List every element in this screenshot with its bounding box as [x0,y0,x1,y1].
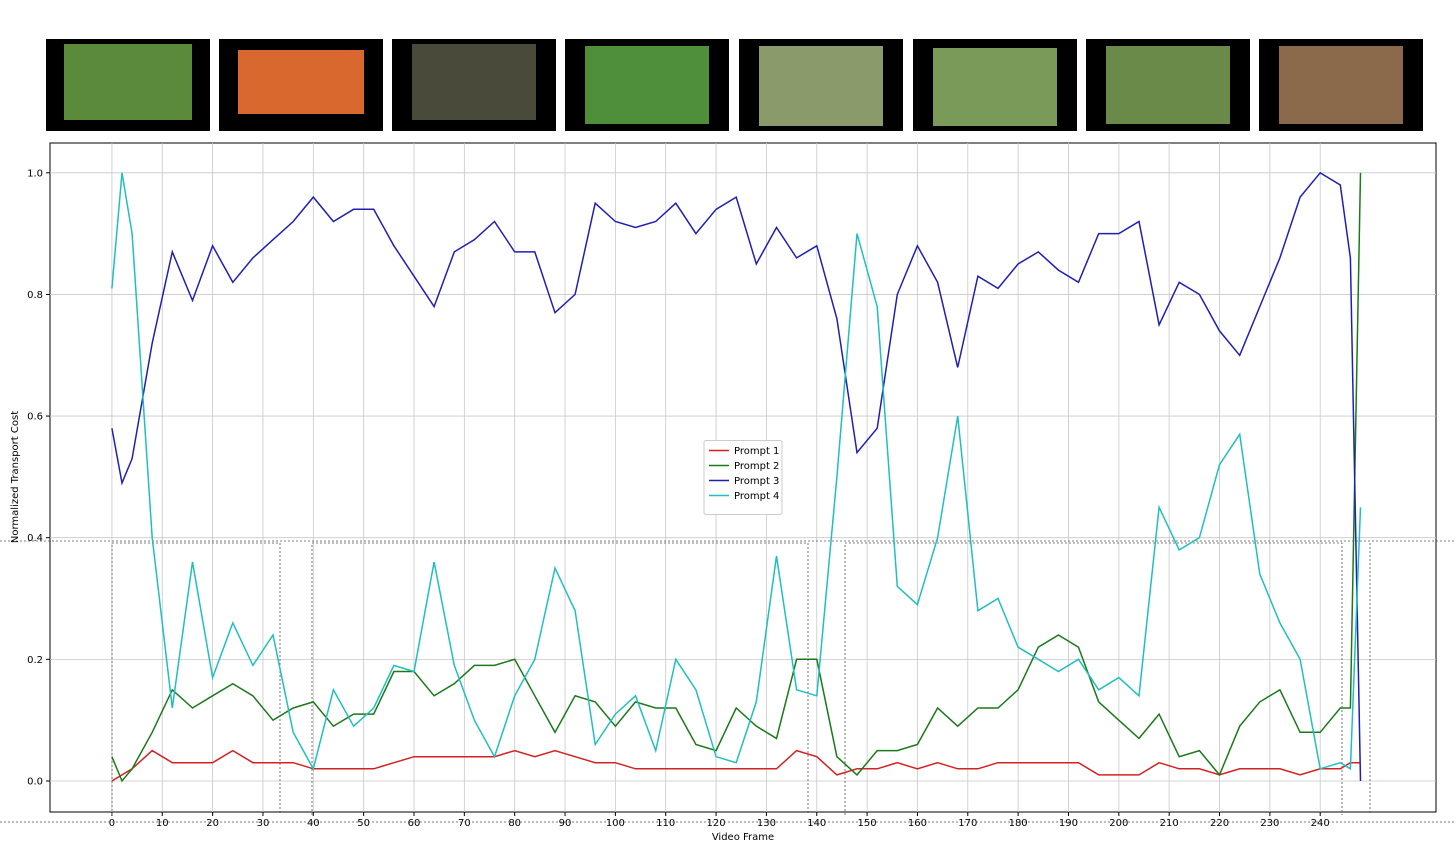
series-line [111,171,1362,782]
x-tick-label: 100 [606,818,625,829]
x-tick-label: 50 [357,818,370,829]
x-axis-label: Video Frame [712,832,774,843]
x-tick-label: 120 [707,818,726,829]
x-tick-label: 220 [1210,818,1229,829]
y-tick-label: 0.4 [27,533,43,544]
x-tick-label: 210 [1160,818,1179,829]
series-line [111,172,1362,771]
plot-frame [49,142,1437,813]
series-line [111,172,1362,783]
x-tick-label: 90 [559,818,572,829]
grid: 0 10 20 30 40 50 60 70 80 90 100 110 120 130 140 150 160… [27,143,1436,829]
legend-label: Prompt 1 [734,446,779,457]
lines [111,171,1362,783]
x-tick-label: 150 [858,818,877,829]
legend-label: Prompt 3 [734,476,779,487]
x-tick-label: 170 [958,818,977,829]
x-tick-label: 110 [656,818,675,829]
x-tick-label: 80 [508,818,521,829]
y-tick-label: 0.6 [27,412,43,423]
thumbnails [46,39,1423,131]
annotation-boxes [0,540,1456,823]
x-tick-label: 60 [408,818,421,829]
x-tick-label: 0 [109,818,115,829]
y-tick-label: 0.0 [27,776,43,787]
x-tick-label: 140 [807,818,826,829]
x-tick-label: 190 [1059,818,1078,829]
legend-label: Prompt 2 [734,461,779,472]
x-tick-label: 160 [908,818,927,829]
x-tick-label: 20 [206,818,219,829]
legend: Prompt 1 Prompt 2 Prompt 3 Prompt 4 [703,440,783,515]
x-tick-label: 30 [257,818,270,829]
series-line [111,749,1361,782]
x-tick-label: 240 [1311,818,1330,829]
y-axis-label: Normalized Transport Cost [10,411,21,543]
y-tick-label: 0.8 [27,290,43,301]
x-tick-label: 200 [1109,818,1128,829]
x-tick-label: 180 [1009,818,1028,829]
x-tick-label: 130 [757,818,776,829]
legend-label: Prompt 4 [734,491,779,502]
y-tick-label: 1.0 [27,168,43,179]
x-tick-label: 70 [458,818,471,829]
x-tick-label: 40 [307,818,320,829]
y-tick-label: 0.2 [27,655,43,666]
x-tick-label: 230 [1260,818,1279,829]
x-tick-label: 10 [156,818,169,829]
